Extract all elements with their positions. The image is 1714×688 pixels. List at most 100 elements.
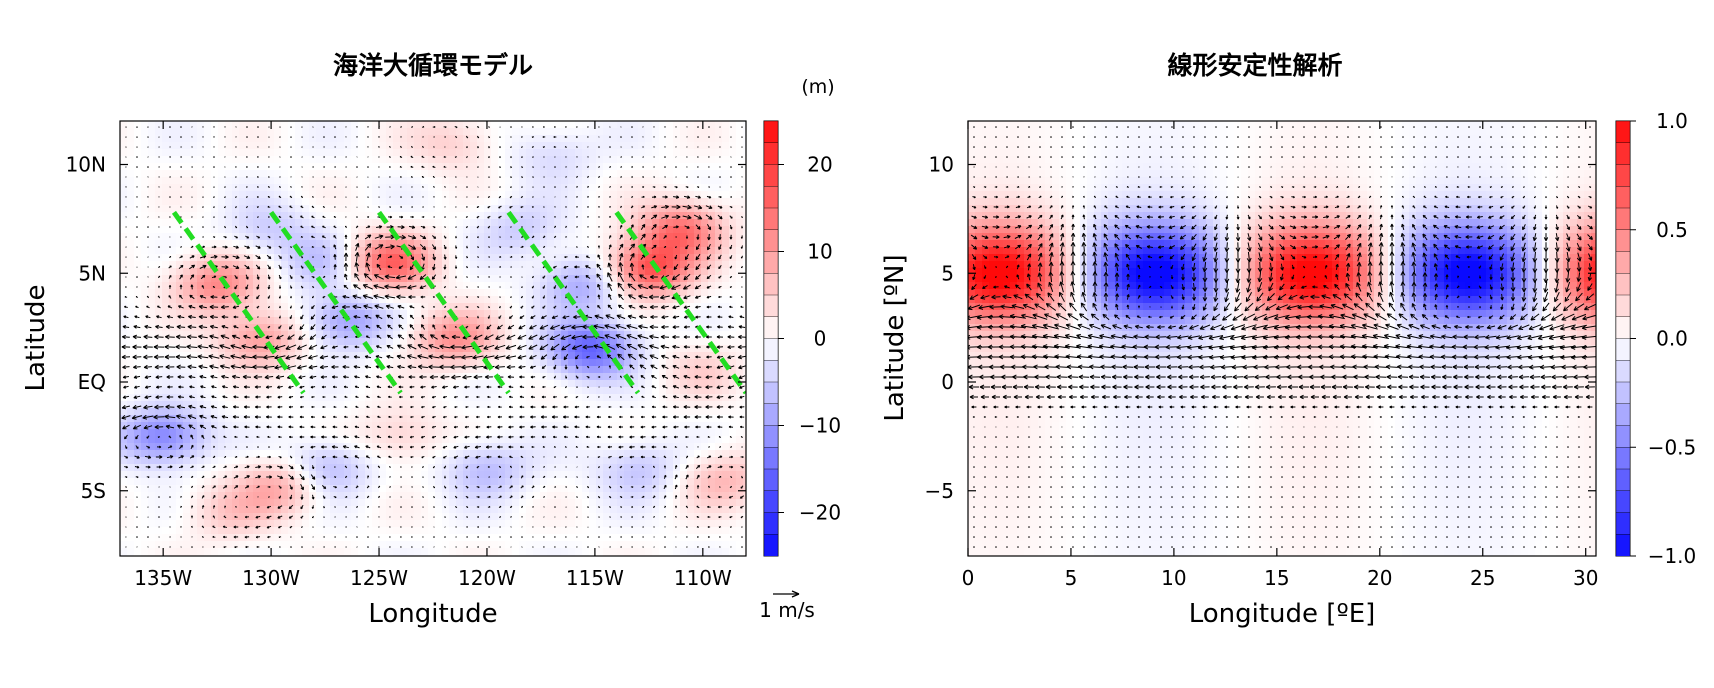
left-heat-cell [183, 142, 191, 150]
left-heat-cell [288, 282, 296, 290]
left-heat-cell [624, 205, 632, 213]
left-heat-cell [323, 408, 331, 416]
left-heat-cell [267, 219, 275, 227]
left-heat-cell [134, 436, 142, 444]
left-heat-cell [624, 513, 632, 521]
left-heat-cell [442, 226, 450, 234]
left-heat-cell [414, 177, 422, 185]
left-heat-cell [421, 485, 429, 493]
left-heat-cell [372, 170, 380, 178]
left-heat-cell [253, 310, 261, 318]
left-heat-cell [246, 128, 254, 136]
left-heat-cell [582, 331, 590, 339]
left-heat-cell [218, 387, 226, 395]
left-heat-cell [533, 170, 541, 178]
left-heat-cell [631, 499, 639, 507]
left-heat-cell [379, 240, 387, 248]
left-heat-cell [477, 394, 485, 402]
left-heat-cell [358, 352, 366, 360]
left-heat-cell [365, 149, 373, 157]
left-heat-cell [631, 296, 639, 304]
left-heat-cell [477, 219, 485, 227]
left-heat-cell [351, 219, 359, 227]
left-heat-cell [127, 324, 135, 332]
left-heat-cell [603, 170, 611, 178]
left-heat-cell [603, 443, 611, 451]
left-heat-cell [253, 380, 261, 388]
left-heat-cell [582, 387, 590, 395]
left-heat-cell [617, 527, 625, 535]
left-heat-cell [134, 548, 142, 556]
left-heat-cell [561, 534, 569, 542]
left-heat-cell [344, 163, 352, 171]
left-heat-cell [330, 135, 338, 143]
left-heat-cell [659, 408, 667, 416]
left-heat-cell [183, 338, 191, 346]
left-heat-cell [344, 492, 352, 500]
left-heat-cell [120, 324, 128, 332]
left-heat-cell [183, 499, 191, 507]
left-heat-cell [449, 282, 457, 290]
left-heat-cell [260, 436, 268, 444]
left-heat-cell [484, 233, 492, 241]
left-heat-cell [561, 443, 569, 451]
left-heat-cell [197, 548, 205, 556]
left-heat-cell [449, 240, 457, 248]
left-heat-cell [344, 240, 352, 248]
left-heat-cell [498, 128, 506, 136]
left-heat-cell [204, 233, 212, 241]
left-heat-cell [190, 184, 198, 192]
left-heat-cell [526, 303, 534, 311]
left-heat-cell [575, 170, 583, 178]
left-heat-cell [512, 324, 520, 332]
left-heat-cell [645, 170, 653, 178]
left-heat-cell [120, 261, 128, 269]
left-heat-cell [295, 128, 303, 136]
left-heat-cell [631, 226, 639, 234]
left-heat-cell [274, 191, 282, 199]
left-heat-cell [246, 471, 254, 479]
left-heat-cell [428, 443, 436, 451]
left-heat-cell [204, 205, 212, 213]
left-heat-cell [519, 198, 527, 206]
left-heat-cell [540, 422, 548, 430]
left-heat-cell [239, 485, 247, 493]
left-heat-cell [505, 240, 513, 248]
left-heat-cell [260, 443, 268, 451]
left-heat-cell [491, 191, 499, 199]
left-heat-cell [379, 527, 387, 535]
left-heat-cell [260, 506, 268, 514]
left-heat-cell [652, 177, 660, 185]
left-heat-cell [533, 478, 541, 486]
left-heat-cell [372, 513, 380, 521]
left-heat-cell [526, 212, 534, 220]
left-heat-cell [393, 436, 401, 444]
left-heat-cell [176, 380, 184, 388]
left-heat-cell [428, 205, 436, 213]
left-heat-cell [183, 380, 191, 388]
left-heat-cell [435, 149, 443, 157]
left-heat-cell [400, 268, 408, 276]
left-heat-cell [351, 541, 359, 549]
left-heat-cell [365, 156, 373, 164]
left-heat-cell [239, 142, 247, 150]
left-heat-cell [582, 457, 590, 465]
left-heat-cell [470, 317, 478, 325]
left-heat-cell [260, 303, 268, 311]
left-heat-cell [400, 156, 408, 164]
left-heat-cell [141, 212, 149, 220]
left-heat-cell [414, 471, 422, 479]
left-heat-cell [505, 205, 513, 213]
left-heat-cell [218, 541, 226, 549]
left-heat-cell [183, 506, 191, 514]
left-heat-cell [260, 233, 268, 241]
left-heat-cell [505, 170, 513, 178]
left-heat-cell [365, 415, 373, 423]
left-heat-cell [428, 233, 436, 241]
left-heat-cell [155, 240, 163, 248]
left-heat-cell [652, 380, 660, 388]
left-heat-cell [603, 128, 611, 136]
left-heat-cell [323, 457, 331, 465]
left-heat-cell [631, 240, 639, 248]
left-heat-cell [148, 324, 156, 332]
